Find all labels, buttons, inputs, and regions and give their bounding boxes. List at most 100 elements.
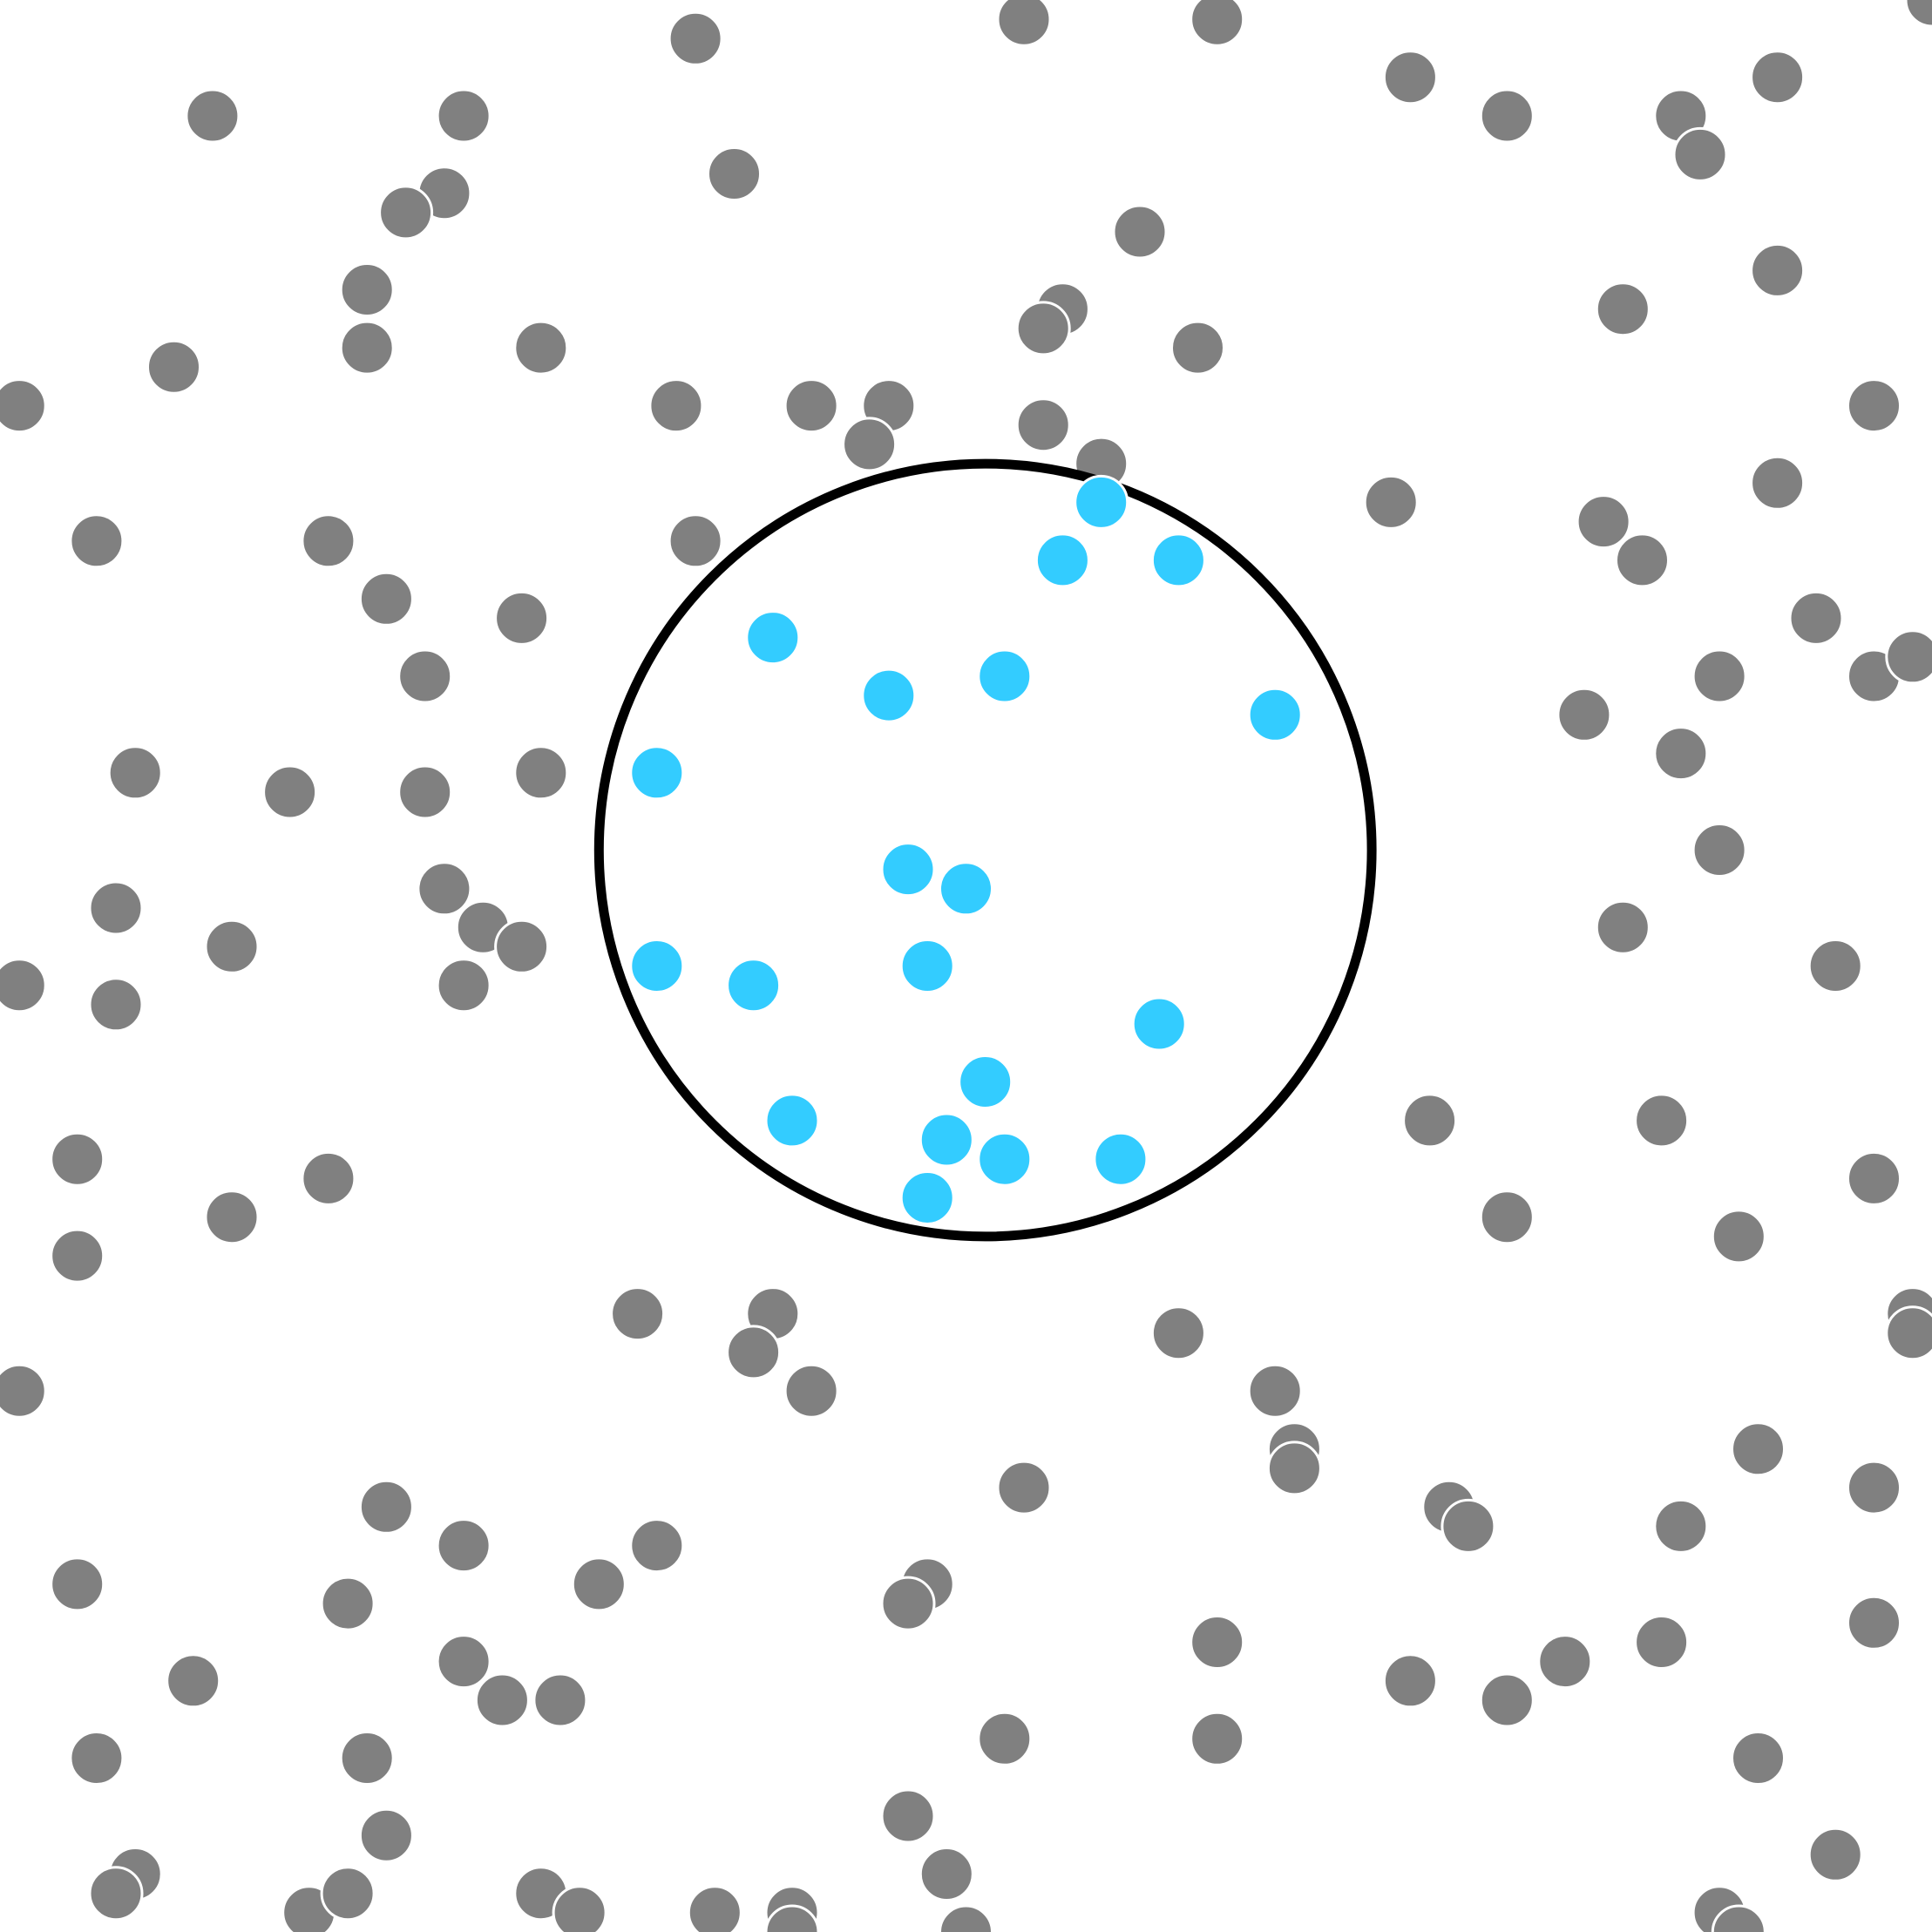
outside-point (1479, 88, 1535, 144)
outside-point (939, 1904, 993, 1932)
inside-point (939, 861, 993, 917)
outside-point (1807, 939, 1863, 993)
inside-point (861, 668, 917, 723)
outside-point (339, 320, 395, 376)
outside-point (1885, 629, 1932, 685)
outside-point (783, 1363, 839, 1419)
outside-point (0, 378, 47, 434)
outside-point (707, 146, 762, 201)
inside-point (1034, 532, 1090, 588)
outside-point (69, 1731, 125, 1786)
outside-point (880, 1576, 936, 1631)
outside-point (629, 1518, 685, 1574)
outside-point (1112, 204, 1168, 260)
outside-point (1382, 1653, 1438, 1709)
outside-point (1731, 1731, 1786, 1786)
outside-point (1247, 1363, 1303, 1419)
outside-point (50, 1556, 105, 1612)
inside-point (1247, 687, 1303, 742)
outside-point (185, 88, 241, 144)
outside-point (513, 320, 569, 376)
outside-point (552, 1885, 607, 1932)
outside-point (996, 1460, 1052, 1515)
outside-point (1615, 532, 1670, 588)
outside-point (301, 1150, 356, 1206)
outside-point (301, 513, 356, 569)
outside-point (204, 1190, 260, 1245)
outside-point (378, 185, 434, 241)
outside-point (436, 88, 491, 144)
inside-point (629, 939, 685, 993)
outside-point (1885, 1305, 1932, 1361)
outside-point (532, 1672, 588, 1728)
outside-point (1691, 648, 1747, 704)
outside-point (513, 745, 569, 801)
outside-point (1537, 1634, 1593, 1690)
outside-point (977, 1711, 1033, 1766)
outside-point (1847, 1460, 1901, 1515)
outside-point (1847, 378, 1901, 434)
outside-point (1363, 474, 1419, 530)
outside-point (494, 590, 550, 646)
outside-point (320, 1866, 376, 1922)
outside-point (726, 1325, 782, 1380)
outside-point (1634, 1093, 1690, 1149)
outside-point (687, 1885, 742, 1932)
inside-point (1150, 532, 1206, 588)
outside-point (1190, 1615, 1245, 1670)
outside-point (339, 1731, 395, 1786)
outside-point (1190, 1711, 1245, 1766)
outside-point (436, 958, 491, 1013)
outside-point (417, 861, 472, 917)
outside-point (1595, 281, 1651, 337)
inside-point (726, 958, 782, 1013)
outside-point (1672, 126, 1728, 182)
outside-point (648, 378, 704, 434)
outside-point (107, 745, 163, 801)
outside-point (436, 1634, 491, 1690)
outside-point (1750, 455, 1806, 511)
outside-point (50, 1228, 105, 1284)
selection-circle (593, 458, 1377, 1242)
inside-point (977, 648, 1033, 704)
outside-point (1788, 590, 1844, 646)
outside-point (1847, 1150, 1901, 1206)
outside-point (1190, 0, 1245, 47)
outside-point (436, 1518, 491, 1574)
outside-point (88, 977, 144, 1033)
outside-point (668, 10, 723, 66)
outside-point (880, 1788, 936, 1844)
inside-point (764, 1093, 820, 1149)
outside-point (1015, 397, 1071, 453)
outside-point (1634, 1615, 1690, 1670)
outside-point (397, 764, 453, 820)
inside-point (629, 745, 685, 801)
outside-point (1402, 1093, 1458, 1149)
outside-point (1441, 1498, 1496, 1554)
inside-point (899, 939, 955, 993)
inside-points (629, 474, 1303, 1225)
outside-point (69, 513, 125, 569)
outside-point (1847, 1595, 1901, 1651)
outside-point (1479, 1672, 1535, 1728)
inside-point (1131, 996, 1187, 1052)
outside-point (397, 648, 453, 704)
outside-point (146, 339, 201, 395)
outside-point (204, 919, 260, 974)
outside-point (1750, 242, 1806, 298)
outside-point (842, 417, 898, 472)
outside-point (50, 1131, 105, 1187)
outside-point (474, 1672, 530, 1728)
outside-point (1807, 1827, 1863, 1882)
outside-point (1711, 1904, 1766, 1932)
outside-point (88, 880, 144, 936)
outside-point (339, 262, 395, 317)
inside-point (880, 842, 936, 898)
inside-point (958, 1054, 1013, 1109)
outside-point (1556, 687, 1612, 742)
outside-point (1904, 0, 1932, 28)
outside-point (1731, 1421, 1786, 1477)
